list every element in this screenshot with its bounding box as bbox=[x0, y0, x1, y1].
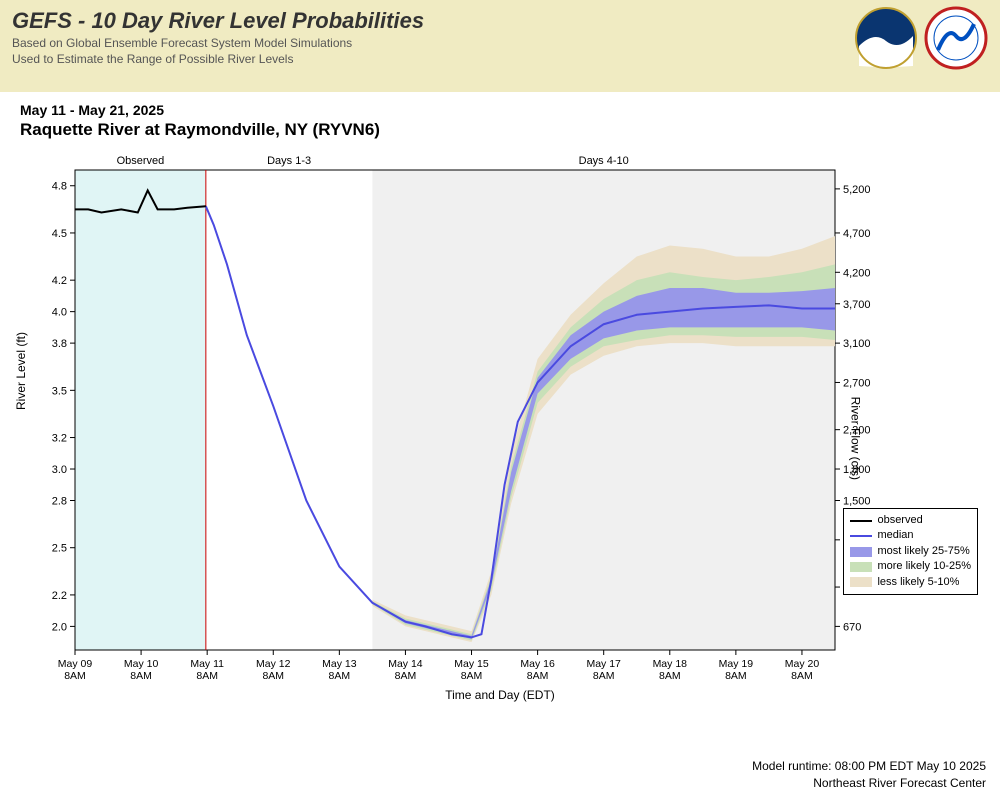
legend-median-label: median bbox=[877, 528, 913, 543]
legend-b2-label: more likely 10-25% bbox=[877, 559, 971, 574]
svg-text:8AM: 8AM bbox=[64, 670, 86, 682]
svg-text:May 16: May 16 bbox=[520, 658, 555, 670]
header-title: GEFS - 10 Day River Level Probabilities bbox=[12, 8, 988, 34]
svg-text:8AM: 8AM bbox=[791, 670, 813, 682]
svg-text:May 11: May 11 bbox=[190, 658, 224, 670]
svg-text:3,700: 3,700 bbox=[843, 299, 871, 311]
svg-text:2.2: 2.2 bbox=[52, 590, 67, 602]
svg-text:May 14: May 14 bbox=[388, 658, 423, 670]
forecast-center: Northeast River Forecast Center bbox=[752, 775, 986, 792]
svg-text:2.5: 2.5 bbox=[52, 543, 67, 555]
chart-area: 2.02.22.52.83.03.23.53.84.04.24.54.86709… bbox=[20, 150, 980, 710]
svg-text:4.8: 4.8 bbox=[52, 181, 67, 193]
legend-b3-label: less likely 5-10% bbox=[877, 575, 959, 590]
legend-median: median bbox=[850, 528, 971, 543]
y-left-label: River Level (ft) bbox=[14, 332, 28, 410]
svg-text:May 10: May 10 bbox=[124, 658, 159, 670]
header-sub2: Used to Estimate the Range of Possible R… bbox=[12, 52, 988, 68]
svg-text:May 17: May 17 bbox=[586, 658, 621, 670]
svg-text:3.2: 3.2 bbox=[52, 433, 67, 445]
x-label: Time and Day (EDT) bbox=[445, 688, 555, 702]
svg-text:Days 1-3: Days 1-3 bbox=[267, 155, 311, 167]
legend-band1: most likely 25-75% bbox=[850, 544, 971, 559]
svg-text:4,200: 4,200 bbox=[843, 267, 871, 279]
legend-band2: more likely 10-25% bbox=[850, 559, 971, 574]
svg-text:1,500: 1,500 bbox=[843, 495, 871, 507]
svg-text:4.2: 4.2 bbox=[52, 275, 67, 287]
chart-svg: 2.02.22.52.83.03.23.53.84.04.24.54.86709… bbox=[20, 150, 980, 710]
subheader: May 11 - May 21, 2025 Raquette River at … bbox=[0, 92, 1000, 140]
svg-text:8AM: 8AM bbox=[461, 670, 483, 682]
svg-text:2.0: 2.0 bbox=[52, 621, 67, 633]
svg-text:8AM: 8AM bbox=[130, 670, 152, 682]
svg-text:Days 4-10: Days 4-10 bbox=[579, 155, 629, 167]
header-band: GEFS - 10 Day River Level Probabilities … bbox=[0, 0, 1000, 92]
legend-observed: observed bbox=[850, 513, 971, 528]
location-title: Raquette River at Raymondville, NY (RYVN… bbox=[20, 120, 1000, 140]
y-right-label: River Flow (cfs) bbox=[848, 397, 862, 480]
svg-text:May 20: May 20 bbox=[785, 658, 820, 670]
svg-text:3.8: 3.8 bbox=[52, 338, 67, 350]
date-range: May 11 - May 21, 2025 bbox=[20, 102, 1000, 118]
svg-text:5,200: 5,200 bbox=[843, 184, 871, 196]
svg-text:May 09: May 09 bbox=[58, 658, 93, 670]
svg-text:8AM: 8AM bbox=[593, 670, 615, 682]
svg-text:May 12: May 12 bbox=[256, 658, 291, 670]
svg-text:Observed: Observed bbox=[117, 155, 165, 167]
legend: observed median most likely 25-75% more … bbox=[843, 508, 978, 595]
header-sub1: Based on Global Ensemble Forecast System… bbox=[12, 36, 988, 52]
svg-text:2.8: 2.8 bbox=[52, 495, 67, 507]
svg-text:2,700: 2,700 bbox=[843, 377, 871, 389]
svg-text:8AM: 8AM bbox=[527, 670, 549, 682]
footer: Model runtime: 08:00 PM EDT May 10 2025 … bbox=[752, 758, 986, 792]
svg-text:670: 670 bbox=[843, 621, 861, 633]
svg-text:8AM: 8AM bbox=[395, 670, 417, 682]
svg-text:3.5: 3.5 bbox=[52, 385, 67, 397]
legend-band3: less likely 5-10% bbox=[850, 575, 971, 590]
nws-logo-icon bbox=[924, 6, 988, 70]
model-runtime: Model runtime: 08:00 PM EDT May 10 2025 bbox=[752, 758, 986, 775]
svg-text:8AM: 8AM bbox=[262, 670, 284, 682]
svg-text:May 19: May 19 bbox=[719, 658, 754, 670]
svg-text:4.0: 4.0 bbox=[52, 307, 67, 319]
svg-text:4,700: 4,700 bbox=[843, 228, 871, 240]
svg-text:3.0: 3.0 bbox=[52, 464, 67, 476]
svg-text:May 13: May 13 bbox=[322, 658, 357, 670]
svg-text:May 15: May 15 bbox=[454, 658, 489, 670]
noaa-logo-icon bbox=[854, 6, 918, 70]
legend-observed-label: observed bbox=[877, 513, 922, 528]
svg-text:8AM: 8AM bbox=[329, 670, 351, 682]
svg-text:8AM: 8AM bbox=[659, 670, 681, 682]
svg-text:3,100: 3,100 bbox=[843, 338, 871, 350]
legend-b1-label: most likely 25-75% bbox=[877, 544, 969, 559]
svg-text:8AM: 8AM bbox=[725, 670, 747, 682]
svg-text:4.5: 4.5 bbox=[52, 228, 67, 240]
svg-text:8AM: 8AM bbox=[196, 670, 218, 682]
logos bbox=[854, 6, 988, 70]
svg-text:May 18: May 18 bbox=[653, 658, 688, 670]
